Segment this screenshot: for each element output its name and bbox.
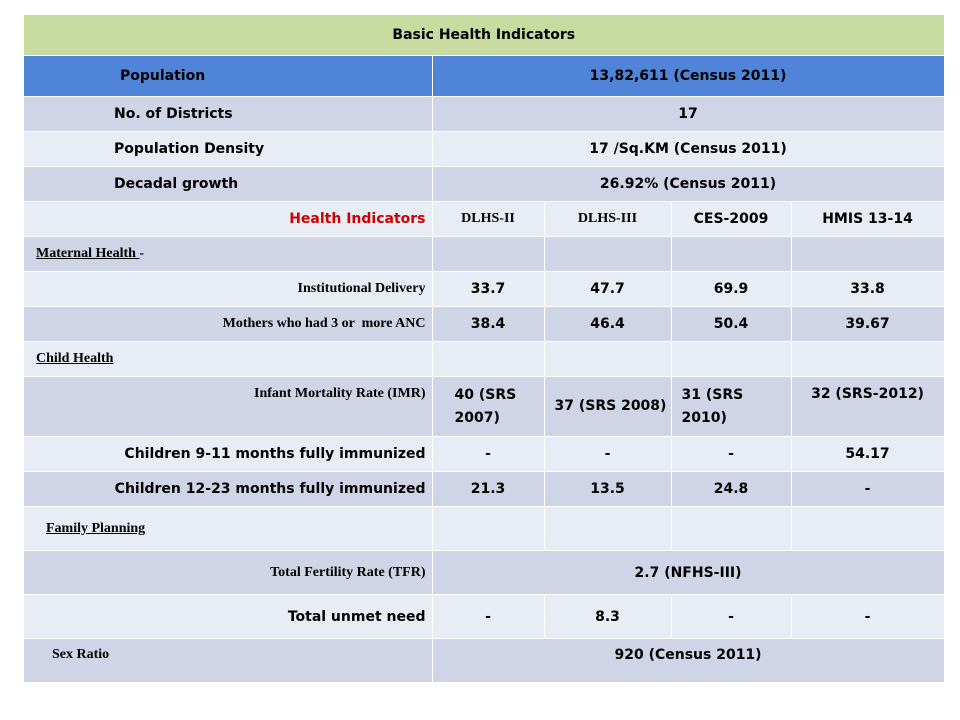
anc-label: Mothers who had 3 or more ANC bbox=[24, 306, 433, 342]
districts-row: No. of Districts 17 bbox=[24, 96, 945, 132]
districts-value: 17 bbox=[432, 96, 945, 132]
imr-dlhs-iii: 37 (SRS 2008) bbox=[544, 376, 672, 437]
immunized-9-11-ces: - bbox=[671, 436, 792, 472]
imr-dlhs-ii: 40 (SRS 2007) bbox=[432, 376, 545, 437]
population-label: Population bbox=[24, 55, 433, 97]
tfr-label: Total Fertility Rate (TFR) bbox=[24, 550, 433, 595]
unmet-need-dlhs-iii: 8.3 bbox=[544, 594, 672, 639]
sex-ratio-label: Sex Ratio bbox=[24, 638, 433, 683]
tfr-row: Total Fertility Rate (TFR) 2.7 (NFHS-III… bbox=[24, 550, 945, 595]
maternal-health-label: Maternal Health bbox=[36, 246, 140, 261]
immunized-12-23-hmis: - bbox=[791, 471, 945, 507]
unmet-need-hmis: - bbox=[791, 594, 945, 639]
anc-dlhs-iii: 46.4 bbox=[544, 306, 672, 342]
institutional-delivery-dlhs-iii: 47.7 bbox=[544, 271, 672, 307]
immunized-9-11-hmis: 54.17 bbox=[791, 436, 945, 472]
immunized-9-11-dlhs-iii: - bbox=[544, 436, 672, 472]
imr-label: Infant Mortality Rate (IMR) bbox=[24, 376, 433, 437]
institutional-delivery-dlhs-ii: 33.7 bbox=[432, 271, 545, 307]
imr-hmis: 32 (SRS-2012) bbox=[791, 376, 945, 437]
anc-ces: 50.4 bbox=[671, 306, 792, 342]
immunized-12-23-label: Children 12-23 months fully immunized bbox=[24, 471, 433, 507]
anc-hmis: 39.67 bbox=[791, 306, 945, 342]
col-dlhs-ii: DLHS-II bbox=[432, 201, 545, 237]
maternal-health-heading: Maternal Health - bbox=[24, 236, 433, 272]
unmet-need-row: Total unmet need - 8.3 - - bbox=[24, 594, 945, 639]
anc-dlhs-ii: 38.4 bbox=[432, 306, 545, 342]
indicators-header-row: Health Indicators DLHS-II DLHS-III CES-2… bbox=[24, 201, 945, 237]
col-dlhs-iii: DLHS-III bbox=[544, 201, 672, 237]
immunized-9-11-dlhs-ii: - bbox=[432, 436, 545, 472]
population-row: Population 13,82,611 (Census 2011) bbox=[24, 55, 945, 97]
density-value: 17 /Sq.KM (Census 2011) bbox=[432, 131, 945, 167]
maternal-health-suffix: - bbox=[139, 246, 145, 261]
family-section-row: Family Planning bbox=[24, 506, 945, 551]
unmet-need-ces: - bbox=[671, 594, 792, 639]
child-health-label: Child Health bbox=[36, 351, 114, 366]
immunized-12-23-dlhs-ii: 21.3 bbox=[432, 471, 545, 507]
unmet-need-label: Total unmet need bbox=[24, 594, 433, 639]
institutional-delivery-ces: 69.9 bbox=[671, 271, 792, 307]
density-row: Population Density 17 /Sq.KM (Census 201… bbox=[24, 131, 945, 167]
title-row: Basic Health Indicators bbox=[24, 15, 945, 56]
density-label: Population Density bbox=[24, 131, 433, 167]
imr-row: Infant Mortality Rate (IMR) 40 (SRS 2007… bbox=[24, 376, 945, 437]
decadal-growth-label: Decadal growth bbox=[24, 166, 433, 202]
unmet-need-dlhs-ii: - bbox=[432, 594, 545, 639]
page-title: Basic Health Indicators bbox=[24, 15, 945, 56]
immunized-12-23-ces: 24.8 bbox=[671, 471, 792, 507]
districts-label: No. of Districts bbox=[24, 96, 433, 132]
institutional-delivery-label: Institutional Delivery bbox=[24, 271, 433, 307]
anc-row: Mothers who had 3 or more ANC 38.4 46.4 … bbox=[24, 306, 945, 342]
immunized-12-23-dlhs-iii: 13.5 bbox=[544, 471, 672, 507]
decadal-growth-value: 26.92% (Census 2011) bbox=[432, 166, 945, 202]
sex-ratio-row: Sex Ratio 920 (Census 2011) bbox=[24, 638, 945, 683]
health-indicators-label: Health Indicators bbox=[24, 201, 433, 237]
child-health-heading: Child Health bbox=[24, 341, 433, 377]
health-indicators-table: Basic Health Indicators Population 13,82… bbox=[24, 15, 945, 683]
child-section-row: Child Health bbox=[24, 341, 945, 377]
immunized-12-23-row: Children 12-23 months fully immunized 21… bbox=[24, 471, 945, 507]
sex-ratio-value: 920 (Census 2011) bbox=[432, 638, 945, 683]
immunized-9-11-label: Children 9-11 months fully immunized bbox=[24, 436, 433, 472]
decadal-growth-row: Decadal growth 26.92% (Census 2011) bbox=[24, 166, 945, 202]
maternal-section-row: Maternal Health - bbox=[24, 236, 945, 272]
population-value: 13,82,611 (Census 2011) bbox=[432, 55, 945, 97]
family-planning-label: Family Planning bbox=[46, 520, 146, 536]
imr-ces: 31 (SRS 2010) bbox=[671, 376, 792, 437]
tfr-value: 2.7 (NFHS-III) bbox=[432, 550, 945, 595]
institutional-delivery-hmis: 33.8 bbox=[791, 271, 945, 307]
col-ces-2009: CES-2009 bbox=[671, 201, 792, 237]
immunized-9-11-row: Children 9-11 months fully immunized - -… bbox=[24, 436, 945, 472]
family-planning-heading: Family Planning bbox=[24, 506, 433, 551]
institutional-delivery-row: Institutional Delivery 33.7 47.7 69.9 33… bbox=[24, 271, 945, 307]
col-hmis-13-14: HMIS 13-14 bbox=[791, 201, 945, 237]
